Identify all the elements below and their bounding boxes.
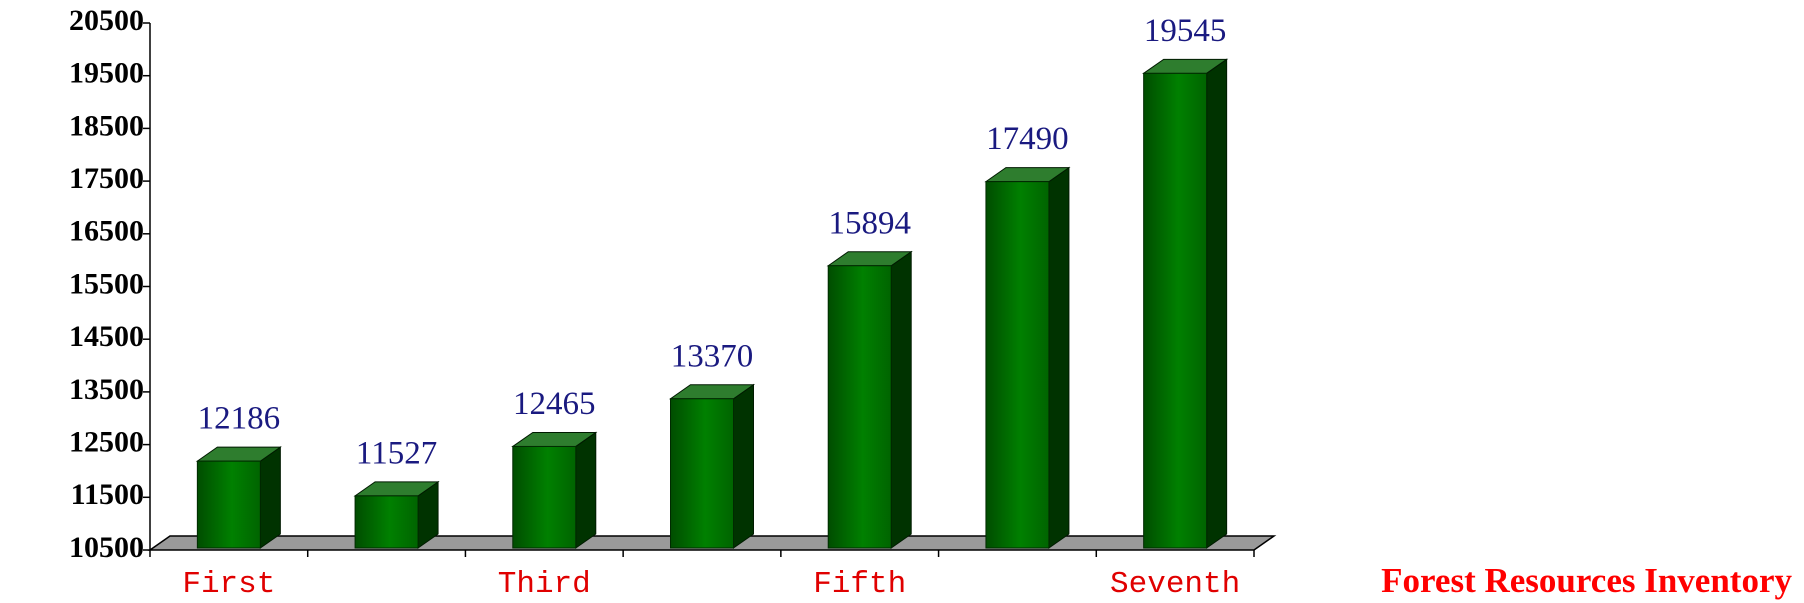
y-tick-label: 15500 — [69, 267, 144, 300]
y-tick-label: 20500 — [69, 4, 144, 37]
x-tick-label: Third — [498, 567, 591, 602]
value-label: 19545 — [1144, 13, 1227, 49]
value-label: 17490 — [986, 121, 1069, 157]
x-axis-label: Forest Resources Inventory — [1381, 561, 1792, 600]
bar — [670, 398, 734, 549]
y-tick-label: 17500 — [69, 162, 144, 195]
x-tick-label: Fifth — [813, 567, 906, 602]
bar-side — [1048, 166, 1070, 549]
bar — [196, 460, 261, 549]
y-tick-label: 14500 — [69, 320, 144, 353]
value-label: 12465 — [513, 386, 596, 422]
bar — [827, 265, 892, 549]
value-label: 11527 — [356, 435, 437, 471]
bar-side — [259, 446, 281, 549]
y-tick-label: 11500 — [71, 478, 144, 511]
y-tick-label: 18500 — [69, 109, 144, 142]
y-tick-label: 19500 — [69, 57, 144, 90]
value-label: 12186 — [198, 401, 281, 437]
y-tick-label: 13500 — [69, 373, 144, 406]
y-tick-label: 16500 — [69, 215, 144, 248]
bar-side — [1206, 58, 1228, 549]
bar-side — [575, 431, 597, 549]
bar — [354, 495, 419, 549]
bar — [512, 445, 577, 549]
bar — [1143, 72, 1208, 549]
y-tick-label: 10500 — [69, 531, 144, 564]
value-label: 13370 — [671, 338, 754, 374]
x-tick-label: Seventh — [1110, 567, 1240, 602]
y-tick-label: 12500 — [69, 425, 144, 458]
bar-side — [890, 250, 912, 549]
value-label: 15894 — [828, 205, 911, 241]
bar-side — [733, 383, 754, 549]
bar — [985, 181, 1050, 549]
x-tick-label: First — [182, 567, 275, 602]
